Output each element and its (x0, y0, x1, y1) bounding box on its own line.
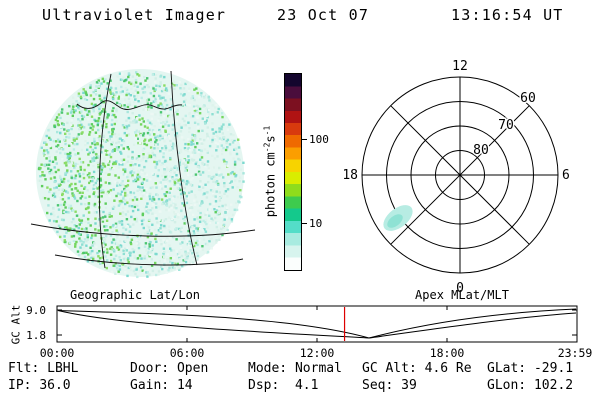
timeline-ticks (57, 306, 577, 342)
colorbar-gradient (284, 73, 302, 271)
mlat-70-label: 70 (498, 118, 514, 133)
parallel-line-2 (54, 254, 244, 266)
status-glat-value: -29.1 (533, 361, 574, 376)
status-dsp-value: 4.1 (294, 378, 319, 393)
status-glat-label: GLat: (487, 361, 527, 376)
disk-speckles (37, 71, 245, 279)
xtick-0600: 06:00 (169, 346, 205, 360)
status-seq-label: Seq: (362, 378, 394, 393)
status-door-value: Open (176, 361, 209, 376)
status-mode-value: Normal (294, 361, 342, 376)
status-seq: Seq: 39 (362, 378, 417, 393)
meridian-line-1 (98, 73, 112, 269)
status-glon-label: GLon: (487, 378, 527, 393)
parallel-line-1 (30, 223, 256, 237)
status-ip: IP: 36.0 (8, 378, 71, 393)
polar-spokes (362, 77, 558, 273)
emission-patch-inner (387, 214, 403, 228)
title-date: 23 Oct 07 (277, 6, 370, 24)
uv-disk-image (30, 69, 256, 279)
colorbar-tick-100: 100 (309, 133, 329, 146)
status-seq-value: 39 (401, 378, 417, 393)
colorbar-tick-10: 10 (309, 217, 323, 230)
xtick-1200: 12:00 (299, 346, 335, 360)
title-time: 13:16:54 UT (451, 6, 564, 24)
status-gc-alt: GC Alt: 4.6 Re (362, 361, 472, 376)
altitude-timeline (56, 305, 578, 343)
mlt-6-label: 6 (562, 168, 570, 183)
mlat-60-label: 60 (520, 91, 536, 106)
status-glon: GLon: 102.2 (487, 378, 573, 393)
instrument-title: Ultraviolet Imager (42, 6, 227, 24)
status-glon-value: 102.2 (533, 378, 574, 393)
status-door-label: Door: (130, 361, 170, 376)
status-gain-value: 14 (176, 378, 193, 393)
polar-labels: 12 18 6 0 60 70 80 (344, 59, 570, 296)
status-glat: GLat: -29.1 (487, 361, 573, 376)
status-dsp-label: Dsp: (248, 378, 280, 393)
status-gc-alt-value: 4.6 Re (424, 361, 472, 376)
polar-panel-label: Apex MLat/MLT (415, 288, 509, 302)
status-door: Door: Open (130, 361, 208, 376)
mlat-80-label: 80 (473, 143, 489, 158)
polar-plot: 12 18 6 0 60 70 80 (344, 59, 570, 296)
disk-panel-label: Geographic Lat/Lon (69, 288, 201, 302)
status-dsp: Dsp: 4.1 (248, 378, 318, 393)
status-flt: Flt: LBHL (8, 361, 78, 376)
colorbar-tickmark-100 (302, 139, 307, 140)
status-flt-label: Flt: (8, 361, 40, 376)
latlon-grid (30, 70, 256, 269)
status-flt-value: LBHL (47, 361, 79, 376)
status-ip-value: 36.0 (39, 378, 71, 393)
ytick-1-8: 1.8 (26, 329, 46, 342)
status-gain: Gain: 14 (130, 378, 193, 393)
xtick-1800: 18:00 (429, 346, 465, 360)
mlt-18-label: 18 (344, 168, 358, 183)
coastline-curve (76, 100, 183, 110)
status-mode-label: Mode: (248, 361, 288, 376)
colorbar-label-exp1: -2 (262, 142, 272, 153)
status-ip-label: IP: (8, 378, 32, 393)
status-gc-alt-label: GC Alt: (362, 361, 417, 376)
xtick-0000: 00:00 (39, 346, 75, 360)
colorbar-label-s: s (263, 135, 278, 143)
mlt-0-label: 0 (456, 281, 464, 296)
altitude-curve (57, 308, 577, 339)
xtick-2359: 23:59 (557, 346, 593, 360)
status-gain-label: Gain: (130, 378, 170, 393)
meridian-line-2 (170, 70, 198, 266)
colorbar-tickmark-10 (302, 223, 307, 224)
status-mode: Mode: Normal (248, 361, 342, 376)
ytick-9: 9.0 (26, 304, 46, 317)
timeline-frame (56, 305, 578, 343)
auroral-emission-blob (383, 205, 413, 231)
colorbar-label-exp2: -1 (262, 125, 272, 136)
colorbar-label-text: photon cm (263, 152, 278, 218)
mlt-12-label: 12 (452, 59, 468, 74)
colorbar-axis-label: photon cm-2s-1 (263, 92, 278, 252)
polar-grid (361, 76, 559, 274)
